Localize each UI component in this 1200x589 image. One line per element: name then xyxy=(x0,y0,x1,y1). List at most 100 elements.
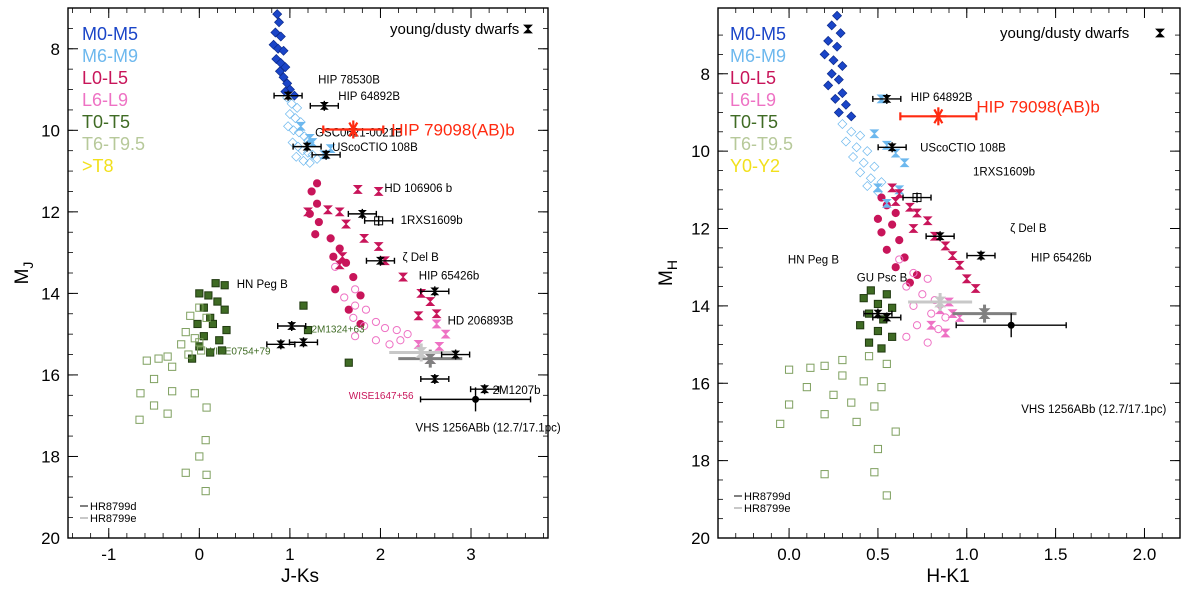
field-point-T6-T9.5 xyxy=(142,356,151,365)
field-point-M0-M5 xyxy=(274,17,285,28)
field-point-M6-M9 xyxy=(876,177,887,188)
field-point-M6-M9 xyxy=(283,121,294,132)
field-point-M0-M5 xyxy=(830,93,841,104)
panel-right: 0.0 0.5 1.0 1.5 2.0 8 10 12 14 16 18 20 H-K1 MH HIP 64… xyxy=(656,7,1181,587)
field-point-T6-T9.5 xyxy=(201,487,210,496)
field-point-T6-T9.5 xyxy=(802,383,811,392)
young-point-L0-L5 xyxy=(359,233,370,243)
field-point-M6-M9 xyxy=(851,142,862,153)
field-point-M6-M9 xyxy=(288,125,299,136)
field-point-T0-T5 xyxy=(199,303,208,312)
field-point-L6-L9 xyxy=(895,255,904,264)
young-point-L0-L5 xyxy=(940,241,951,251)
target-label: HIP 79098(AB)b xyxy=(391,120,514,139)
x-tick-label: 2 xyxy=(376,545,385,564)
field-point-L0-L5 xyxy=(873,214,883,223)
x-tick-label: 3 xyxy=(466,545,475,564)
field-point-M6-M9 xyxy=(291,151,302,162)
field-point-T0-T5 xyxy=(199,332,208,341)
companion-label: HN Peg B xyxy=(237,279,288,291)
companion-point xyxy=(1007,321,1015,329)
field-point-M6-M9 xyxy=(303,147,313,158)
target-star-marker xyxy=(348,122,359,137)
target-label: HIP 79098(AB)b xyxy=(976,97,1099,116)
legend-entry: Y0-Y2 xyxy=(730,156,780,176)
young-point-L6-L9 xyxy=(440,329,451,339)
field-point-M6-M9 xyxy=(840,136,851,147)
field-point-T6-T9.5 xyxy=(177,340,186,349)
field-point-L6-L9 xyxy=(918,290,927,299)
field-point-T6-T9.5 xyxy=(806,363,815,372)
young-point-L0-L5 xyxy=(954,260,965,270)
young-legend-symbol xyxy=(1155,28,1165,38)
young-point-L0-L5 xyxy=(929,231,940,241)
field-point-T6-T9.5 xyxy=(820,470,829,479)
field-point-L6-L9 xyxy=(392,325,401,335)
field-point-L0-L5 xyxy=(895,236,904,245)
companion-label: HN Peg B xyxy=(788,255,839,267)
target-hip79098: HIP 79098(AB)b xyxy=(899,97,1100,126)
young-point-L0-L5 xyxy=(373,187,384,196)
field-point-L6-L9 xyxy=(941,313,950,322)
field-point-M0-M5 xyxy=(837,88,848,99)
field-point-T0-T5 xyxy=(866,286,875,295)
field-point-T6-T9.5 xyxy=(154,354,163,363)
field-point-T6-T9.5 xyxy=(181,468,190,477)
field-point-M0-M5 xyxy=(833,74,844,85)
field-point-T6-T9.5 xyxy=(859,377,868,386)
field-point-T0-T5 xyxy=(888,303,897,312)
field-point-L6-L9 xyxy=(909,268,918,278)
companion-point xyxy=(374,216,384,226)
field-point-M6-M9 xyxy=(865,173,876,184)
field-point-L0-L5 xyxy=(335,244,344,253)
companion-label: 1RXS1609b xyxy=(401,215,463,227)
young-point-L0-L5 xyxy=(431,309,442,319)
x-tick-label: 0 xyxy=(195,545,204,564)
field-point-T0-T5 xyxy=(864,338,874,347)
field-point-T0-T5 xyxy=(222,325,231,335)
field-point-M0-M5 xyxy=(275,31,286,42)
field-point-M0-M5 xyxy=(278,72,289,83)
companion-point xyxy=(976,251,986,260)
y-axis-label: MH xyxy=(656,260,680,286)
field-point-L0-L5 xyxy=(356,291,365,300)
field-point-M6-M9 xyxy=(304,157,315,168)
y-tick-label: 10 xyxy=(691,142,710,161)
field-point-L6-L9 xyxy=(912,321,922,330)
companion-point xyxy=(480,385,490,394)
field-point-T6-T9.5 xyxy=(820,410,829,419)
field-point-M0-M5 xyxy=(833,107,844,118)
companion-point xyxy=(472,395,480,403)
young-dwarfs xyxy=(295,121,451,364)
field-point-T0-T5 xyxy=(213,297,222,306)
young-point-L0-L5 xyxy=(334,207,345,217)
y-tick-label: 20 xyxy=(41,529,60,548)
companion-point xyxy=(430,375,440,383)
field-point-L0-L5 xyxy=(882,245,891,254)
legend-entry: M0-M5 xyxy=(730,24,786,44)
field-point-L6-L9 xyxy=(396,336,405,345)
young-point-L6-L9 xyxy=(926,320,937,330)
field-point-T6-T9.5 xyxy=(882,359,891,369)
companion-label: 2M1324+63 xyxy=(311,324,365,335)
field-point-T6-T9.5 xyxy=(870,468,879,477)
field-point-M0-M5 xyxy=(278,45,289,56)
legend-entry: M0-M5 xyxy=(82,24,138,44)
field-point-T0-T5 xyxy=(859,294,868,303)
field-point-M6-M9 xyxy=(855,167,866,178)
field-point-M6-M9 xyxy=(837,119,848,130)
young-point-L6-L9 xyxy=(940,328,951,338)
field-point-T6-T9.5 xyxy=(181,328,190,337)
x-tick-label: -1 xyxy=(101,545,116,564)
field-point-T0-T5 xyxy=(344,358,353,367)
young-point-L0-L5 xyxy=(887,183,898,193)
field-point-T6-T9.5 xyxy=(873,444,883,454)
field-point-T6-T9.5 xyxy=(838,355,847,365)
field-point-M6-M9 xyxy=(284,109,295,119)
companion-point xyxy=(299,338,308,347)
target-hip79098: HIP 79098(AB)b xyxy=(322,120,515,139)
y-tick-label: 12 xyxy=(41,203,60,222)
